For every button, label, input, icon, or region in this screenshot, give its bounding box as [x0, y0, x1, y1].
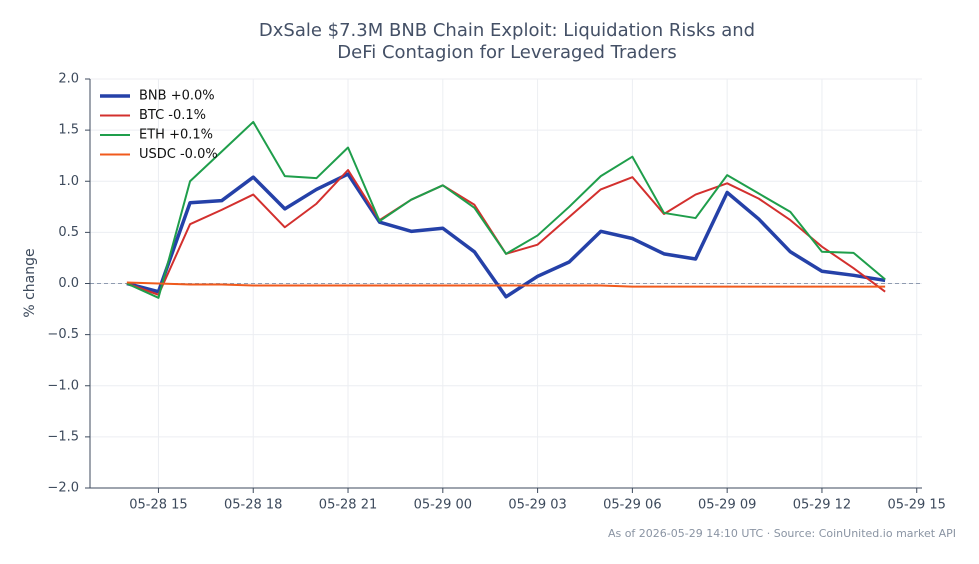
y-tick-label: 0.0 — [58, 276, 79, 291]
x-tick-label: 05-29 00 — [414, 498, 472, 513]
x-tick-label: 05-29 15 — [888, 498, 946, 513]
y-tick-label: −0.5 — [47, 327, 79, 342]
y-tick-label: −1.5 — [47, 429, 79, 444]
y-tick-label: −1.0 — [47, 378, 79, 393]
y-tick-label: 1.5 — [58, 123, 79, 138]
x-tick-label: 05-28 15 — [129, 498, 187, 513]
footnote: As of 2026-05-29 14:10 UTC · Source: Coi… — [608, 527, 956, 540]
x-tick-label: 05-29 12 — [793, 498, 851, 513]
x-tick-label: 05-29 06 — [603, 498, 661, 513]
y-tick-label: 1.0 — [58, 174, 79, 189]
x-tick-label: 05-29 03 — [508, 498, 566, 513]
x-tick-label: 05-29 09 — [698, 498, 756, 513]
legend-label: USDC -0.0% — [139, 147, 218, 162]
legend-label: BNB +0.0% — [139, 89, 215, 104]
y-tick-label: −2.0 — [47, 481, 79, 496]
series-line — [126, 120, 886, 299]
legend-label: BTC -0.1% — [139, 108, 206, 123]
series-line — [126, 172, 886, 299]
y-tick-label: 2.0 — [58, 72, 79, 87]
y-axis-label: % change — [22, 248, 38, 317]
x-tick-label: 05-28 18 — [224, 498, 282, 513]
legend-label: ETH +0.1% — [139, 128, 213, 143]
x-tick-label: 05-28 21 — [319, 498, 377, 513]
series-line — [126, 281, 886, 288]
chart-title: DxSale $7.3M BNB Chain Exploit: Liquidat… — [258, 20, 756, 63]
y-tick-label: 0.5 — [58, 225, 79, 240]
